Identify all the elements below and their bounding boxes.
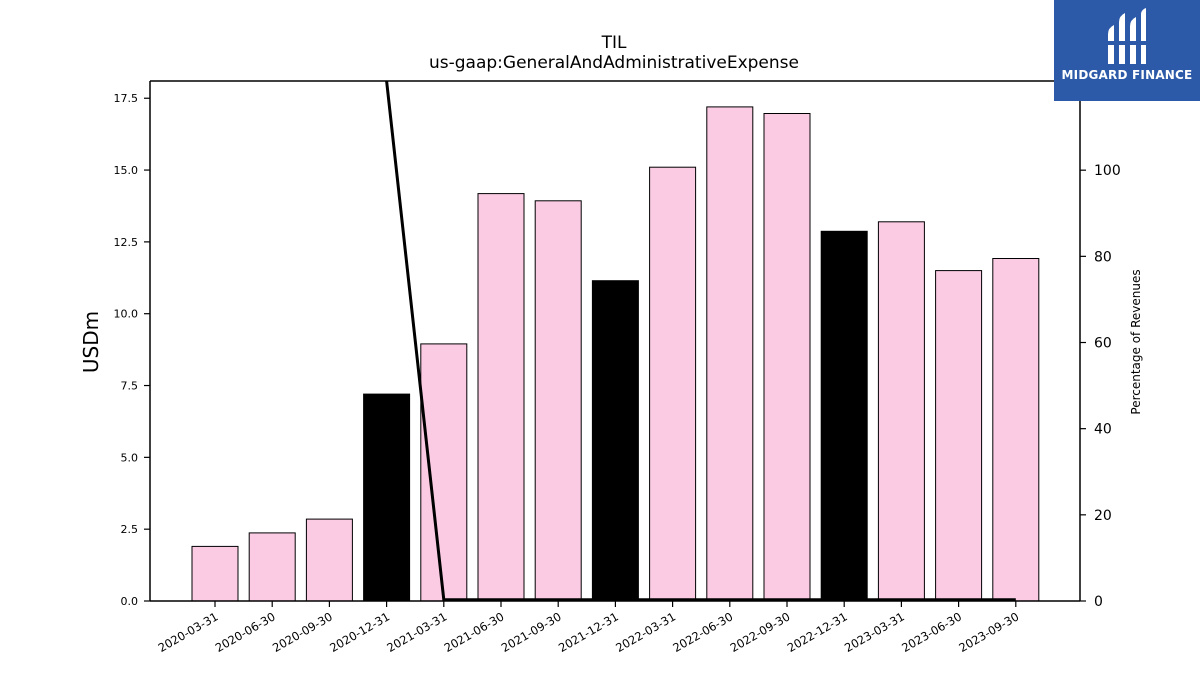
x-tick-label: 2023-09-30 [956, 609, 1021, 655]
brand-name: MIDGARD FINANCE [1061, 68, 1193, 82]
chart-subtitle: us-gaap:GeneralAndAdministrativeExpense [429, 53, 799, 73]
x-tick-label: 2021-09-30 [499, 609, 564, 655]
x-tick-label: 2022-12-31 [785, 609, 850, 655]
x-tick-label: 2023-06-30 [899, 609, 964, 655]
x-tick-label: 2020-12-31 [327, 609, 392, 655]
bar-2021-12-31 [591, 280, 639, 602]
bar-2021-06-30 [477, 193, 525, 602]
y-tick-label: 10.0 [114, 308, 139, 321]
y2-tick-label: 100 [1094, 163, 1121, 179]
y-tick-label: 17.5 [114, 92, 139, 105]
y2-tick-label: 60 [1094, 336, 1112, 352]
bar-2021-03-31 [420, 343, 468, 602]
x-tick-label: 2020-09-30 [270, 609, 335, 655]
y2-axis-label: Percentage of Revenues [1129, 269, 1143, 414]
x-tick-label: 2020-03-31 [156, 609, 221, 655]
logo-mark-icon [1104, 8, 1150, 64]
y-tick-label: 7.5 [121, 380, 139, 393]
y2-tick-label: 80 [1094, 249, 1112, 265]
y2-tick-label: 40 [1094, 422, 1112, 438]
bar-2022-06-30 [706, 106, 754, 602]
x-tick-label: 2023-03-31 [842, 609, 907, 655]
x-tick-label: 2021-06-30 [442, 609, 507, 655]
x-tick-label: 2022-06-30 [670, 609, 735, 655]
brand-logo: MIDGARD FINANCE [1054, 0, 1200, 101]
y-tick-label: 5.0 [121, 451, 139, 464]
y2-tick-label: 0 [1094, 594, 1103, 610]
y-tick-label: 12.5 [114, 236, 139, 249]
bar-2020-06-30 [248, 532, 296, 602]
x-tick-label: 2021-03-31 [384, 609, 449, 655]
bar-2022-12-31 [820, 230, 868, 602]
x-tick-label: 2020-06-30 [213, 609, 278, 655]
bar-2021-09-30 [534, 200, 582, 602]
y2-tick-label: 20 [1094, 508, 1112, 524]
bar-2020-12-31 [363, 393, 411, 602]
bar-2022-03-31 [649, 166, 697, 602]
bar-2023-03-31 [877, 221, 925, 602]
bar-2022-09-30 [763, 113, 811, 602]
x-tick-label: 2022-03-31 [613, 609, 678, 655]
y-tick-label: 15.0 [114, 164, 139, 177]
x-tick-label: 2021-12-31 [556, 609, 621, 655]
x-tick-label: 2022-09-30 [728, 609, 793, 655]
y-tick-label: 2.5 [121, 523, 139, 536]
y-tick-label: 0.0 [121, 595, 139, 608]
bar-2023-09-30 [992, 258, 1040, 602]
bar-2020-03-31 [191, 545, 239, 602]
bar-2023-06-30 [935, 270, 983, 602]
percentage-of-revenues-line [385, 80, 1016, 602]
chart-title: TIL [601, 33, 627, 53]
y-axis-label: USDm [79, 311, 103, 373]
bar-2020-09-30 [305, 518, 353, 602]
